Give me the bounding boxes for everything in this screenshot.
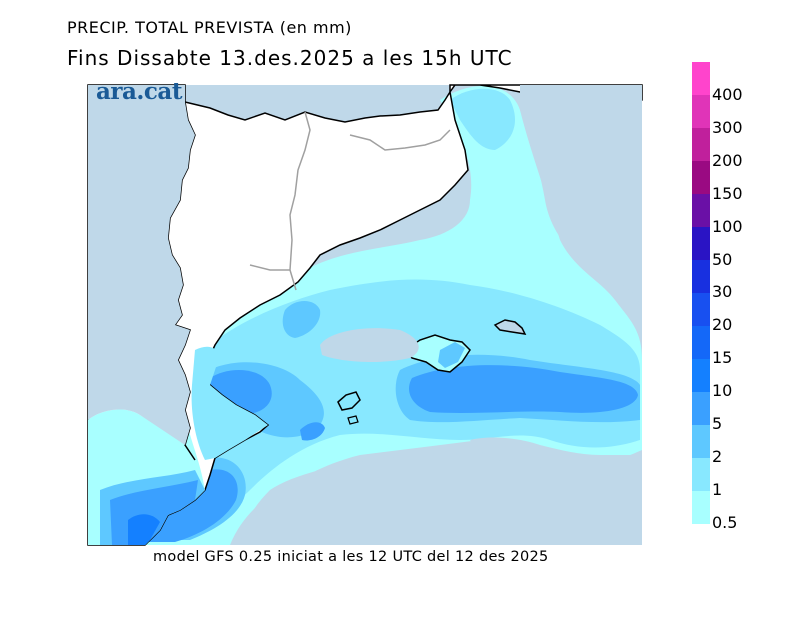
- precip-band-5: [409, 365, 638, 413]
- scale-label: 1: [712, 479, 723, 499]
- scale-label: 15: [712, 348, 733, 368]
- scale-label: 150: [712, 183, 743, 203]
- scale-swatch: [692, 458, 710, 491]
- scale-swatch: [692, 194, 710, 227]
- scale-label: 100: [712, 216, 743, 236]
- precip-land-coast: [191, 346, 268, 460]
- scale-label: 0.5: [712, 512, 738, 532]
- scale-swatch: [692, 260, 710, 293]
- precip-color-scale: [692, 62, 710, 524]
- scale-label: 30: [712, 282, 733, 302]
- clear-sea: [240, 453, 642, 545]
- clear-sea: [88, 85, 185, 102]
- precip-band-2: [282, 301, 321, 338]
- map-subtitle: Fins Dissabte 13.des.2025 a les 15h UTC: [67, 46, 513, 70]
- scale-label: 400: [712, 85, 743, 104]
- region-border: [249, 264, 290, 271]
- scale-swatch: [692, 161, 710, 194]
- precip-band-5: [300, 422, 325, 441]
- scale-swatch: [692, 227, 710, 260]
- map-title: PRECIP. TOTAL PREVISTA (en mm): [67, 18, 352, 37]
- clear-sea: [88, 102, 195, 445]
- island-ibiza: [337, 391, 361, 411]
- scale-swatch: [692, 128, 710, 161]
- region-border: [349, 129, 451, 151]
- scale-swatch: [692, 62, 710, 95]
- scale-swatch: [692, 392, 710, 425]
- scale-swatch: [692, 95, 710, 128]
- scale-swatch: [692, 293, 710, 326]
- scale-swatch: [692, 491, 710, 524]
- scale-label: 5: [712, 414, 723, 433]
- scale-label: 20: [712, 315, 733, 335]
- model-footnote: model GFS 0.25 iniciat a les 12 UTC del …: [153, 549, 549, 565]
- scale-swatch: [692, 425, 710, 458]
- scale-label: 300: [712, 117, 743, 137]
- scale-label: 10: [712, 381, 733, 401]
- precip-land-south: [128, 514, 160, 545]
- scale-swatch: [692, 326, 710, 359]
- region-border: [289, 111, 311, 291]
- clear-sea: [520, 85, 642, 300]
- clear-sea: [320, 328, 419, 362]
- scale-label: 2: [712, 446, 723, 466]
- scale-label: 50: [712, 249, 733, 269]
- ara-cat-logo: ara.cat: [96, 78, 182, 105]
- precip-band-1: [450, 88, 515, 150]
- island-formentera: [347, 415, 359, 425]
- scale-swatch: [692, 359, 710, 392]
- island-menorca: [493, 319, 527, 335]
- scale-label: 200: [712, 150, 743, 170]
- island-mallorca-precip: [438, 342, 465, 368]
- clear-sea: [470, 437, 642, 480]
